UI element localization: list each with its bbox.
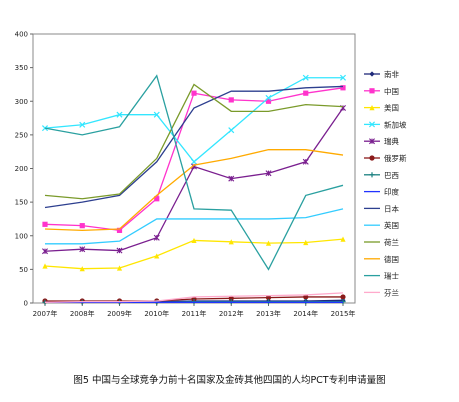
legend-label-3: 新加坡 xyxy=(384,119,407,129)
data-point-6-6 xyxy=(265,299,272,305)
series-line-8 xyxy=(44,85,344,209)
data-point-3-0 xyxy=(41,125,49,132)
series-line-11 xyxy=(44,149,344,232)
legend-marker-4 xyxy=(369,138,375,145)
data-point-4-1 xyxy=(79,246,86,253)
legend-label-13: 芬兰 xyxy=(384,287,399,297)
legend-label-9: 英国 xyxy=(384,220,399,230)
data-point-2-2 xyxy=(116,265,123,271)
data-point-1-1 xyxy=(79,223,85,229)
data-point-4-3 xyxy=(153,234,160,241)
legend-label-5: 俄罗斯 xyxy=(384,153,407,163)
data-point-2-3 xyxy=(154,253,160,259)
data-point-3-2 xyxy=(116,111,123,118)
series-line-12 xyxy=(44,74,344,271)
x-tick-label: 2014年 xyxy=(293,309,318,318)
data-point-1-7 xyxy=(303,90,309,96)
x-tick-label: 2011年 xyxy=(182,309,207,318)
data-point-1-4 xyxy=(191,90,197,96)
legend-marker-3 xyxy=(368,121,376,128)
series-line-10 xyxy=(44,83,344,200)
data-point-2-4 xyxy=(191,237,197,244)
legend-label-0: 南非 xyxy=(384,69,399,79)
data-point-5-8 xyxy=(340,294,346,300)
legend-label-1: 中国 xyxy=(384,86,399,96)
data-point-1-5 xyxy=(228,97,234,103)
data-point-2-5 xyxy=(228,239,234,245)
y-tick-label: 400 xyxy=(15,31,28,39)
y-tick-label: 200 xyxy=(15,165,28,173)
y-tick-label: 150 xyxy=(15,199,28,207)
legend-label-7: 印度 xyxy=(384,187,399,197)
x-tick-label: 2010年 xyxy=(144,309,169,318)
legend-marker-0 xyxy=(369,71,375,77)
y-tick-label: 250 xyxy=(15,131,28,139)
legend-label-12: 瑞士 xyxy=(384,271,399,281)
data-point-2-6 xyxy=(265,240,272,246)
data-point-4-6 xyxy=(265,170,272,177)
data-point-3-4 xyxy=(190,158,198,165)
x-tick-label: 2013年 xyxy=(256,309,281,318)
data-point-5-7 xyxy=(303,294,309,300)
series-line-9 xyxy=(45,208,344,245)
data-point-4-2 xyxy=(116,247,123,254)
data-point-4-0 xyxy=(42,248,48,255)
data-point-3-6 xyxy=(265,94,272,101)
data-point-1-0 xyxy=(42,221,48,227)
data-point-5-6 xyxy=(265,295,272,301)
legend-label-4: 瑞典 xyxy=(384,136,399,146)
legend-label-6: 巴西 xyxy=(384,171,399,180)
legend-label-8: 日本 xyxy=(384,203,399,213)
data-point-5-5 xyxy=(228,295,234,301)
data-point-6-8 xyxy=(340,299,346,305)
legend-label-10: 荷兰 xyxy=(384,237,399,247)
y-tick-label: 350 xyxy=(15,64,28,72)
data-point-2-1 xyxy=(79,266,85,272)
data-point-6-4 xyxy=(191,299,197,305)
data-point-3-8 xyxy=(339,74,347,81)
y-tick-label: 0 xyxy=(24,300,28,308)
data-point-1-3 xyxy=(154,196,160,202)
data-point-2-8 xyxy=(340,236,346,242)
data-point-3-3 xyxy=(153,111,160,118)
legend-marker-2 xyxy=(369,105,375,111)
data-point-3-1 xyxy=(79,121,86,128)
legend-marker-5 xyxy=(369,155,375,161)
figure-caption: 图5 中国与全球竞争力前十名国家及金砖其他四国的人均PCT专利申请量图 xyxy=(73,375,386,386)
legend-label-2: 美国 xyxy=(384,103,399,113)
x-tick-label: 2012年 xyxy=(219,309,244,318)
data-point-4-7 xyxy=(302,158,309,165)
data-point-3-7 xyxy=(302,74,309,81)
data-point-1-8 xyxy=(340,85,346,91)
y-tick-label: 100 xyxy=(15,232,28,240)
y-tick-label: 300 xyxy=(15,98,28,106)
data-point-1-6 xyxy=(265,98,272,104)
data-point-2-0 xyxy=(42,263,48,269)
data-point-3-5 xyxy=(228,127,235,134)
series-line-13 xyxy=(44,292,344,303)
chart: 0 50 100 150 200 250 300 350 400 2007年 2008年 2009年 2… xyxy=(15,31,407,319)
y-tick-label: 50 xyxy=(19,266,28,274)
data-point-6-5 xyxy=(228,299,234,305)
legend-marker-6 xyxy=(369,172,375,178)
x-tick-label: 2015年 xyxy=(331,309,356,318)
data-point-4-5 xyxy=(228,175,235,182)
x-tick-label: 2007年 xyxy=(33,309,58,318)
data-point-1-2 xyxy=(116,227,123,233)
data-point-6-7 xyxy=(303,299,309,305)
x-tick-label: 2008年 xyxy=(70,309,95,318)
data-point-2-7 xyxy=(303,239,309,246)
legend-marker-1 xyxy=(369,88,375,94)
x-tick-label: 2009年 xyxy=(107,309,132,318)
legend-label-11: 德国 xyxy=(384,254,399,264)
